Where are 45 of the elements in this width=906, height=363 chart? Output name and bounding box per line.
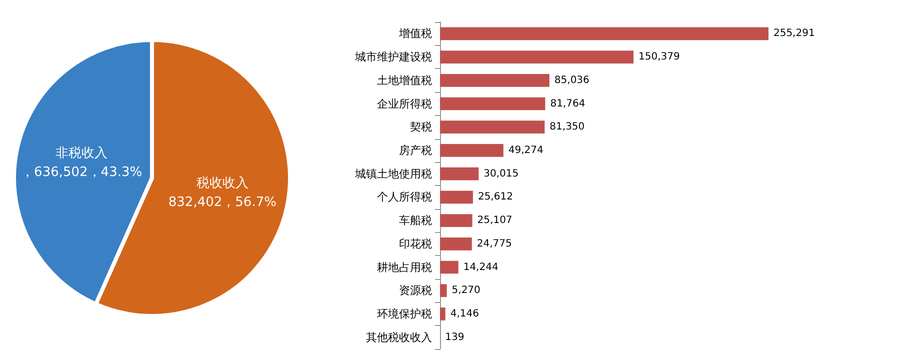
data-label: 85,036 xyxy=(554,74,590,86)
y-tick-label: 耕地占用税 xyxy=(377,260,432,274)
data-label: ，636,502，43.3% xyxy=(21,165,142,180)
y-tick-label: 环境保护税 xyxy=(377,307,432,320)
bar xyxy=(440,237,472,250)
bar xyxy=(440,214,472,227)
data-label: 832,402，56.7% xyxy=(168,194,276,210)
y-tick-label: 城镇土地使用税 xyxy=(354,167,432,180)
data-label: 255,291 xyxy=(773,28,815,40)
data-label: 49,274 xyxy=(508,144,544,156)
y-tick-label: 个人所得税 xyxy=(377,190,432,204)
slice-label: 税收收入 xyxy=(196,176,248,191)
y-tick-label: 车船税 xyxy=(399,214,432,228)
data-label: 30,015 xyxy=(484,168,519,180)
bar xyxy=(440,27,768,40)
data-label: 139 xyxy=(445,332,464,343)
data-label: 25,612 xyxy=(478,192,513,203)
y-tick-label: 城市维护建设税 xyxy=(354,50,432,64)
y-tick-label: 增值税 xyxy=(398,27,432,40)
data-label: 81,350 xyxy=(550,122,585,133)
bar xyxy=(440,260,458,274)
bar xyxy=(440,50,634,64)
bar xyxy=(440,97,546,110)
bar xyxy=(440,308,446,320)
bar xyxy=(440,167,479,180)
bar xyxy=(440,120,545,134)
y-tick-label: 企业所得税 xyxy=(377,97,432,110)
bar xyxy=(440,144,504,157)
y-tick-label: 契税 xyxy=(410,120,432,134)
y-tick-label: 印花税 xyxy=(399,237,432,250)
data-label: 25,107 xyxy=(477,215,512,226)
data-label: 14,244 xyxy=(463,262,498,273)
bar xyxy=(440,190,473,204)
slice-label: 非税收入 xyxy=(56,146,108,162)
bar xyxy=(440,284,447,298)
y-tick-label: 其他税收收入 xyxy=(366,330,432,344)
y-tick-label: 土地增值税 xyxy=(377,74,432,87)
data-label: 81,764 xyxy=(550,98,586,110)
bar xyxy=(440,74,550,87)
data-label: 150,379 xyxy=(638,52,680,63)
data-label: 5,270 xyxy=(452,285,480,296)
data-label: 4,146 xyxy=(450,308,479,320)
y-tick-label: 资源税 xyxy=(399,284,432,298)
data-label: 24,775 xyxy=(476,238,512,250)
y-tick-label: 房产税 xyxy=(399,144,432,157)
